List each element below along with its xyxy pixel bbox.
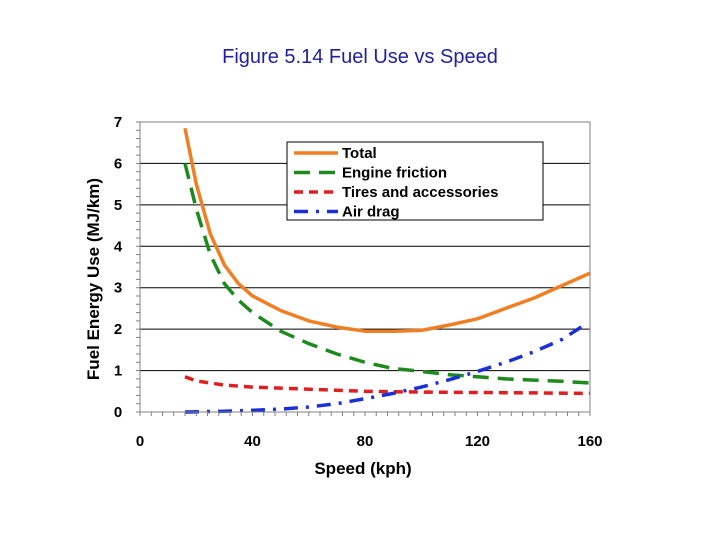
- legend-box: [286, 141, 544, 221]
- series-line-0: [183, 127, 591, 333]
- y-tick-label: 3: [114, 280, 122, 297]
- y-tick-label: 1: [114, 363, 122, 380]
- x-tick-label: 120: [465, 433, 490, 450]
- y-tick-label: 7: [114, 114, 122, 131]
- y-tick-label: 6: [114, 155, 122, 172]
- series-line-1: [183, 162, 591, 385]
- series-layer: [183, 127, 591, 414]
- slide-title: Figure 5.14 Fuel Use vs Speed: [222, 46, 498, 68]
- legend-label: Total: [342, 145, 377, 162]
- x-axis-label: Speed (kph): [314, 459, 411, 478]
- y-tick-label: 2: [114, 321, 122, 338]
- legend: Total Engine friction Tires and accessorie…: [286, 141, 544, 221]
- x-tick-label: 0: [136, 433, 144, 450]
- x-tick-label: 80: [357, 433, 374, 450]
- legend-label: Engine friction: [342, 165, 447, 182]
- series-line-2: [184, 375, 591, 396]
- y-tick-label: 0: [114, 404, 122, 421]
- tick-layer: 0 1 2 3 4 5 6 7 0 40 80 120 160: [114, 114, 603, 450]
- x-tick-label: 160: [577, 433, 602, 450]
- x-tick-label: 40: [244, 433, 261, 450]
- series-line-3: [184, 323, 586, 414]
- y-axis-label: Fuel Energy Use (MJ/km): [84, 178, 103, 380]
- legend-label: Air drag: [342, 204, 400, 221]
- y-tick-label: 4: [114, 238, 123, 255]
- y-tick-label: 5: [114, 197, 122, 214]
- legend-label: Tires and accessories: [342, 184, 499, 201]
